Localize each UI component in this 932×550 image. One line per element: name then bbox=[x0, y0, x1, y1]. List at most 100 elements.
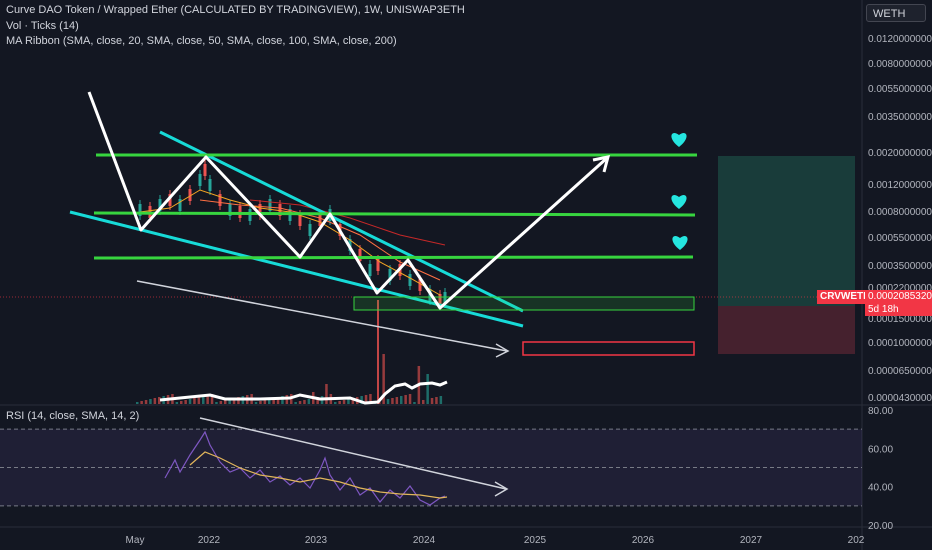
bar-countdown: 5d 18h bbox=[868, 304, 899, 315]
volume-bar bbox=[197, 397, 201, 404]
volume-bar bbox=[215, 402, 218, 404]
volume-bar bbox=[188, 399, 192, 404]
volume-bar bbox=[210, 394, 214, 404]
volume-bar bbox=[281, 396, 284, 404]
rsi-y-tick-label: 60.00 bbox=[868, 444, 893, 455]
volume-bar bbox=[338, 401, 341, 404]
volume-bar bbox=[294, 402, 297, 404]
heart-icon bbox=[671, 133, 687, 147]
volume-bar bbox=[334, 402, 337, 404]
channel-lower-line bbox=[69, 210, 524, 328]
volume-bar bbox=[430, 398, 434, 404]
volume-bar bbox=[364, 395, 368, 404]
projection-path bbox=[87, 91, 609, 310]
rsi-y-tick-label: 20.00 bbox=[868, 521, 893, 532]
last-price: 0.0002085320 bbox=[868, 291, 932, 302]
y-tick-label: 0.0005500000 bbox=[868, 233, 932, 244]
ma-ribbon-100 bbox=[249, 199, 446, 246]
stop-zone bbox=[718, 306, 855, 354]
volume-ma-line bbox=[159, 380, 448, 405]
volume-bar bbox=[153, 398, 157, 404]
volume-bar bbox=[175, 402, 179, 404]
y-tick-label: 0.0000650000 bbox=[868, 366, 932, 377]
y-tick-label: 0.0020000000 bbox=[868, 148, 932, 159]
channel-upper-line bbox=[159, 130, 524, 313]
volume-bar bbox=[408, 394, 412, 404]
y-tick-label: 0.0008000000 bbox=[868, 207, 932, 218]
volume-bar bbox=[382, 354, 385, 404]
y-tick-label: 0.0000430000 bbox=[868, 393, 932, 404]
heart-icon bbox=[672, 236, 688, 250]
volume-bar bbox=[307, 399, 311, 404]
y-tick-label: 0.0003500000 bbox=[868, 261, 932, 272]
volume-bar bbox=[184, 400, 187, 404]
y-tick-label: 0.0080000000 bbox=[868, 59, 932, 70]
stop-box bbox=[522, 341, 695, 356]
volume-bar bbox=[404, 395, 407, 404]
projection-arrowhead bbox=[592, 155, 611, 173]
volume-bar bbox=[263, 400, 267, 404]
volume-bar bbox=[254, 402, 258, 404]
y-tick-label: 0.0001500000 bbox=[868, 314, 932, 325]
last-price-label: 0.0002085320 5d 18h bbox=[865, 290, 932, 316]
volume-bar bbox=[400, 396, 403, 404]
volume-bar bbox=[391, 398, 394, 404]
x-tick-label: May bbox=[126, 535, 145, 546]
volume-bar bbox=[136, 402, 139, 404]
target-zone bbox=[718, 156, 855, 306]
volume-bar bbox=[426, 374, 429, 404]
volume-bar bbox=[259, 401, 262, 404]
y-tick-label: 0.0012000000 bbox=[868, 180, 932, 191]
volume-bar bbox=[413, 402, 416, 404]
volume-bar bbox=[435, 397, 438, 404]
descending-trend-arrow bbox=[136, 280, 508, 352]
x-tick-label: 202 bbox=[848, 535, 865, 546]
volume-bar bbox=[395, 397, 399, 404]
resistance-level-low bbox=[93, 255, 694, 260]
symbol-price-tag: CRVWETH bbox=[817, 290, 874, 304]
volume-bar bbox=[140, 401, 143, 404]
ma-ribbon-50 bbox=[199, 199, 441, 281]
volume-bar bbox=[219, 401, 223, 404]
volume-bar bbox=[268, 399, 271, 404]
volume-bar bbox=[144, 400, 148, 404]
x-tick-label: 2024 bbox=[413, 535, 436, 546]
y-tick-label: 0.0002200000 bbox=[868, 283, 932, 294]
x-tick-label: 2023 bbox=[305, 535, 328, 546]
volume-bar bbox=[360, 396, 363, 404]
rsi-trend-arrow bbox=[199, 417, 507, 490]
volume-bar bbox=[303, 400, 306, 404]
descending-arrowhead bbox=[495, 343, 510, 358]
accumulation-zone bbox=[353, 296, 695, 311]
ma-ribbon-legend: MA Ribbon (SMA, close, 20, SMA, close, 5… bbox=[6, 35, 397, 47]
volume-bar bbox=[158, 397, 161, 404]
volume-bar bbox=[422, 400, 425, 404]
volume-bar bbox=[386, 399, 390, 404]
x-tick-label: 2025 bbox=[524, 535, 547, 546]
rsi-ma-line bbox=[189, 451, 448, 499]
y-tick-label: 0.0001000000 bbox=[868, 338, 932, 349]
volume-bar bbox=[149, 399, 152, 404]
rsi-y-tick-label: 80.00 bbox=[868, 406, 893, 417]
rsi-line bbox=[164, 430, 446, 506]
volume-bar bbox=[228, 399, 231, 404]
y-tick-label: 0.0055000000 bbox=[868, 84, 932, 95]
volume-bar bbox=[180, 401, 183, 404]
volume-bar bbox=[347, 399, 350, 404]
volume-bar bbox=[316, 397, 319, 404]
currency-badge[interactable]: WETH bbox=[866, 4, 926, 22]
chart-title: Curve DAO Token / Wrapped Ether (CALCULA… bbox=[6, 4, 465, 16]
ma-ribbon-20 bbox=[139, 189, 441, 296]
volume-bar bbox=[206, 395, 209, 404]
x-tick-label: 2022 bbox=[198, 535, 221, 546]
x-tick-label: 2026 bbox=[632, 535, 655, 546]
volume-bar bbox=[325, 384, 328, 404]
y-tick-label: 0.0120000000 bbox=[868, 34, 932, 45]
volume-bar bbox=[202, 396, 205, 404]
volume-bar bbox=[351, 398, 355, 404]
volume-bar bbox=[193, 398, 196, 404]
resistance-level-mid bbox=[93, 211, 696, 217]
volume-bar bbox=[342, 400, 346, 404]
volume-bar bbox=[224, 400, 227, 404]
